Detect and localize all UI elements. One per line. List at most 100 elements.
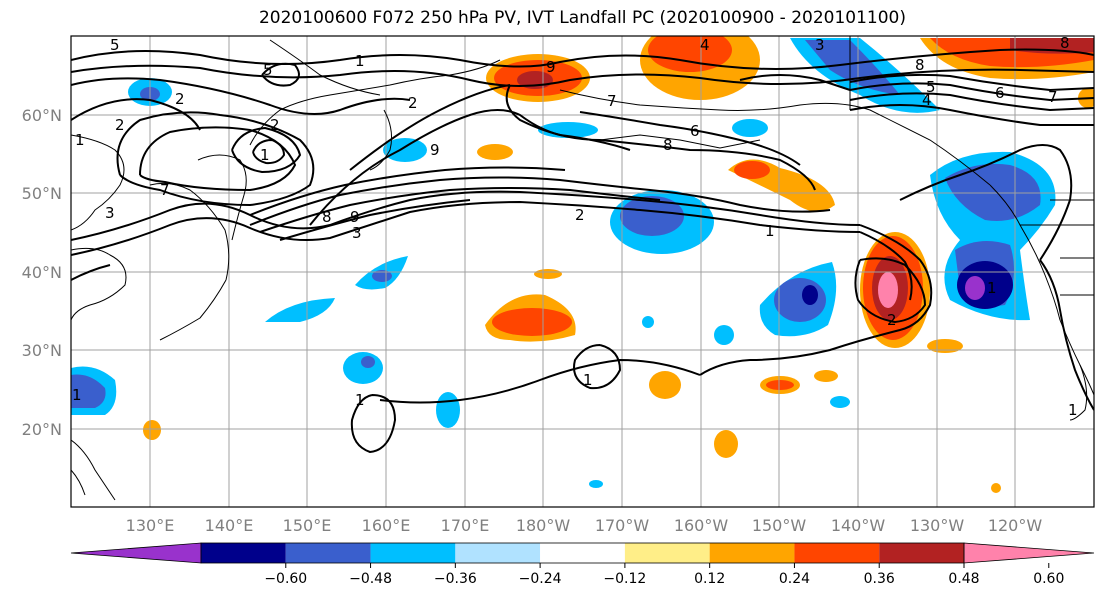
colorbar-tick-label: 0.60 [1033, 571, 1064, 587]
contour-label: 6 [690, 122, 700, 140]
neg-anomaly-blob [830, 396, 850, 408]
contour-label: 1 [987, 279, 997, 297]
contour-label: 1 [72, 386, 82, 404]
contour-label: 9 [350, 208, 360, 226]
lon-label: 160°W [674, 516, 729, 535]
neg-anomaly-blob [372, 270, 392, 282]
contour-label: 1 [1068, 401, 1078, 419]
contour-labels: 5 2 2 1 2 1 5 1 2 7 9 8 3 9 2 1 3 8 9 8 … [72, 34, 1078, 419]
neg-anomaly-blob [642, 316, 654, 328]
lat-label: 20°N [22, 420, 62, 439]
lat-label: 50°N [22, 184, 62, 203]
lon-label: 140°E [205, 516, 254, 535]
latitude-labels: 60°N 50°N 40°N 30°N 20°N [22, 106, 62, 439]
contour-label: 8 [1060, 34, 1070, 52]
pos-anomaly-blob [927, 339, 963, 353]
contour-label: 1 [355, 391, 365, 409]
pos-anomaly-blob [1010, 38, 1094, 54]
colorbar-frame [200, 542, 965, 564]
neg-anomaly-blob [361, 356, 375, 368]
colorbar-tick-label: −0.36 [434, 571, 477, 587]
contour-label: 2 [887, 311, 897, 329]
lon-label: 130°E [126, 516, 175, 535]
colorbar-tick-label: 0.24 [779, 571, 810, 587]
neg-anomaly-blob [965, 276, 985, 300]
contour-label: 5 [263, 61, 273, 79]
contour-label: 3 [815, 36, 825, 54]
lon-label: 170°W [595, 516, 650, 535]
lon-label: 150°E [283, 516, 332, 535]
pos-anomaly-blob [492, 308, 572, 336]
neg-anomaly-blob [620, 196, 684, 236]
contour-label: 1 [260, 146, 270, 164]
colorbar-swatch [624, 543, 710, 563]
colorbar-tick-label: −0.48 [349, 571, 392, 587]
colorbar-tick-label: −0.24 [519, 571, 562, 587]
contour-label: 5 [110, 36, 120, 54]
pos-anomaly-blob [734, 161, 770, 179]
pos-anomaly-blob [649, 371, 681, 399]
contour-label: 5 [926, 78, 936, 96]
lon-label: 170°E [441, 516, 490, 535]
contour-label: 2 [575, 206, 585, 224]
contour-label: 9 [546, 58, 556, 76]
lon-label: 130°W [910, 516, 965, 535]
contour-label: 6 [995, 84, 1005, 102]
contour-label: 4 [700, 36, 710, 54]
contour-label: 2 [175, 90, 185, 108]
graticule [71, 36, 1094, 507]
pv-contours [71, 48, 1094, 454]
contour-label: 2 [115, 116, 125, 134]
colorbar-swatch [540, 543, 625, 563]
lon-label: 160°E [362, 516, 411, 535]
colorbar-tick-label: 0.48 [948, 571, 979, 587]
colorbar-swatch [794, 543, 880, 563]
contour-label: 7 [160, 181, 170, 199]
contour-label: 2 [408, 94, 418, 112]
map-frame [70, 35, 1095, 508]
colorbar-swatch [879, 543, 964, 563]
contour-label: 9 [430, 141, 440, 159]
colorbar: −0.60 −0.48 −0.36 −0.24 −0.12 0.12 0.24 0.36 0.4… [70, 542, 1095, 587]
pos-anomaly-blob [878, 272, 898, 308]
neg-anomaly-blob [383, 138, 427, 162]
pos-anomaly-blob [477, 144, 513, 160]
contour-label: 1 [355, 52, 365, 70]
neg-anomaly-blob [71, 374, 106, 408]
coastlines [71, 36, 1094, 501]
neg-anomaly-blob [714, 325, 734, 345]
colorbar-swatch [455, 543, 541, 563]
pos-anomaly-blob [143, 420, 161, 440]
pos-anomaly-blob [648, 36, 732, 72]
lat-label: 30°N [22, 341, 62, 360]
colorbar-swatch [709, 543, 795, 563]
longitude-labels: 130°E 140°E 150°E 160°E 170°E 180°W 170°… [126, 516, 1043, 535]
neg-anomaly-blob [945, 163, 1041, 221]
neg-anomaly-blob [732, 119, 768, 137]
lat-label: 60°N [22, 106, 62, 125]
colorbar-swatch [285, 543, 371, 563]
pos-anomaly-blob [534, 269, 562, 279]
colorbar-tick-label: 0.12 [694, 571, 725, 587]
neg-anomaly-blob [802, 285, 818, 305]
colorbar-tick-label: 0.36 [864, 571, 895, 587]
contour-label: 3 [352, 224, 362, 242]
lon-label: 140°W [831, 516, 886, 535]
contour-label: 1 [75, 131, 85, 149]
neg-anomaly-blob [589, 480, 603, 488]
neg-anomaly-blob [774, 278, 826, 322]
lon-label: 150°W [752, 516, 807, 535]
contour-label: 7 [1048, 88, 1058, 106]
contour-label: 8 [663, 136, 673, 154]
pos-anomaly-blob [814, 370, 838, 382]
neg-anomaly-blob [805, 40, 900, 95]
colorbar-extend-high [963, 542, 1095, 564]
lon-label: 180°W [516, 516, 571, 535]
contour-label: 1 [583, 371, 593, 389]
lat-label: 40°N [22, 263, 62, 282]
pos-anomaly-blob [766, 380, 794, 390]
neg-anomaly-blob [265, 298, 335, 322]
contour-label: 8 [915, 56, 925, 74]
map-title: 2020100600 F072 250 hPa PV, IVT Landfall… [258, 8, 906, 28]
